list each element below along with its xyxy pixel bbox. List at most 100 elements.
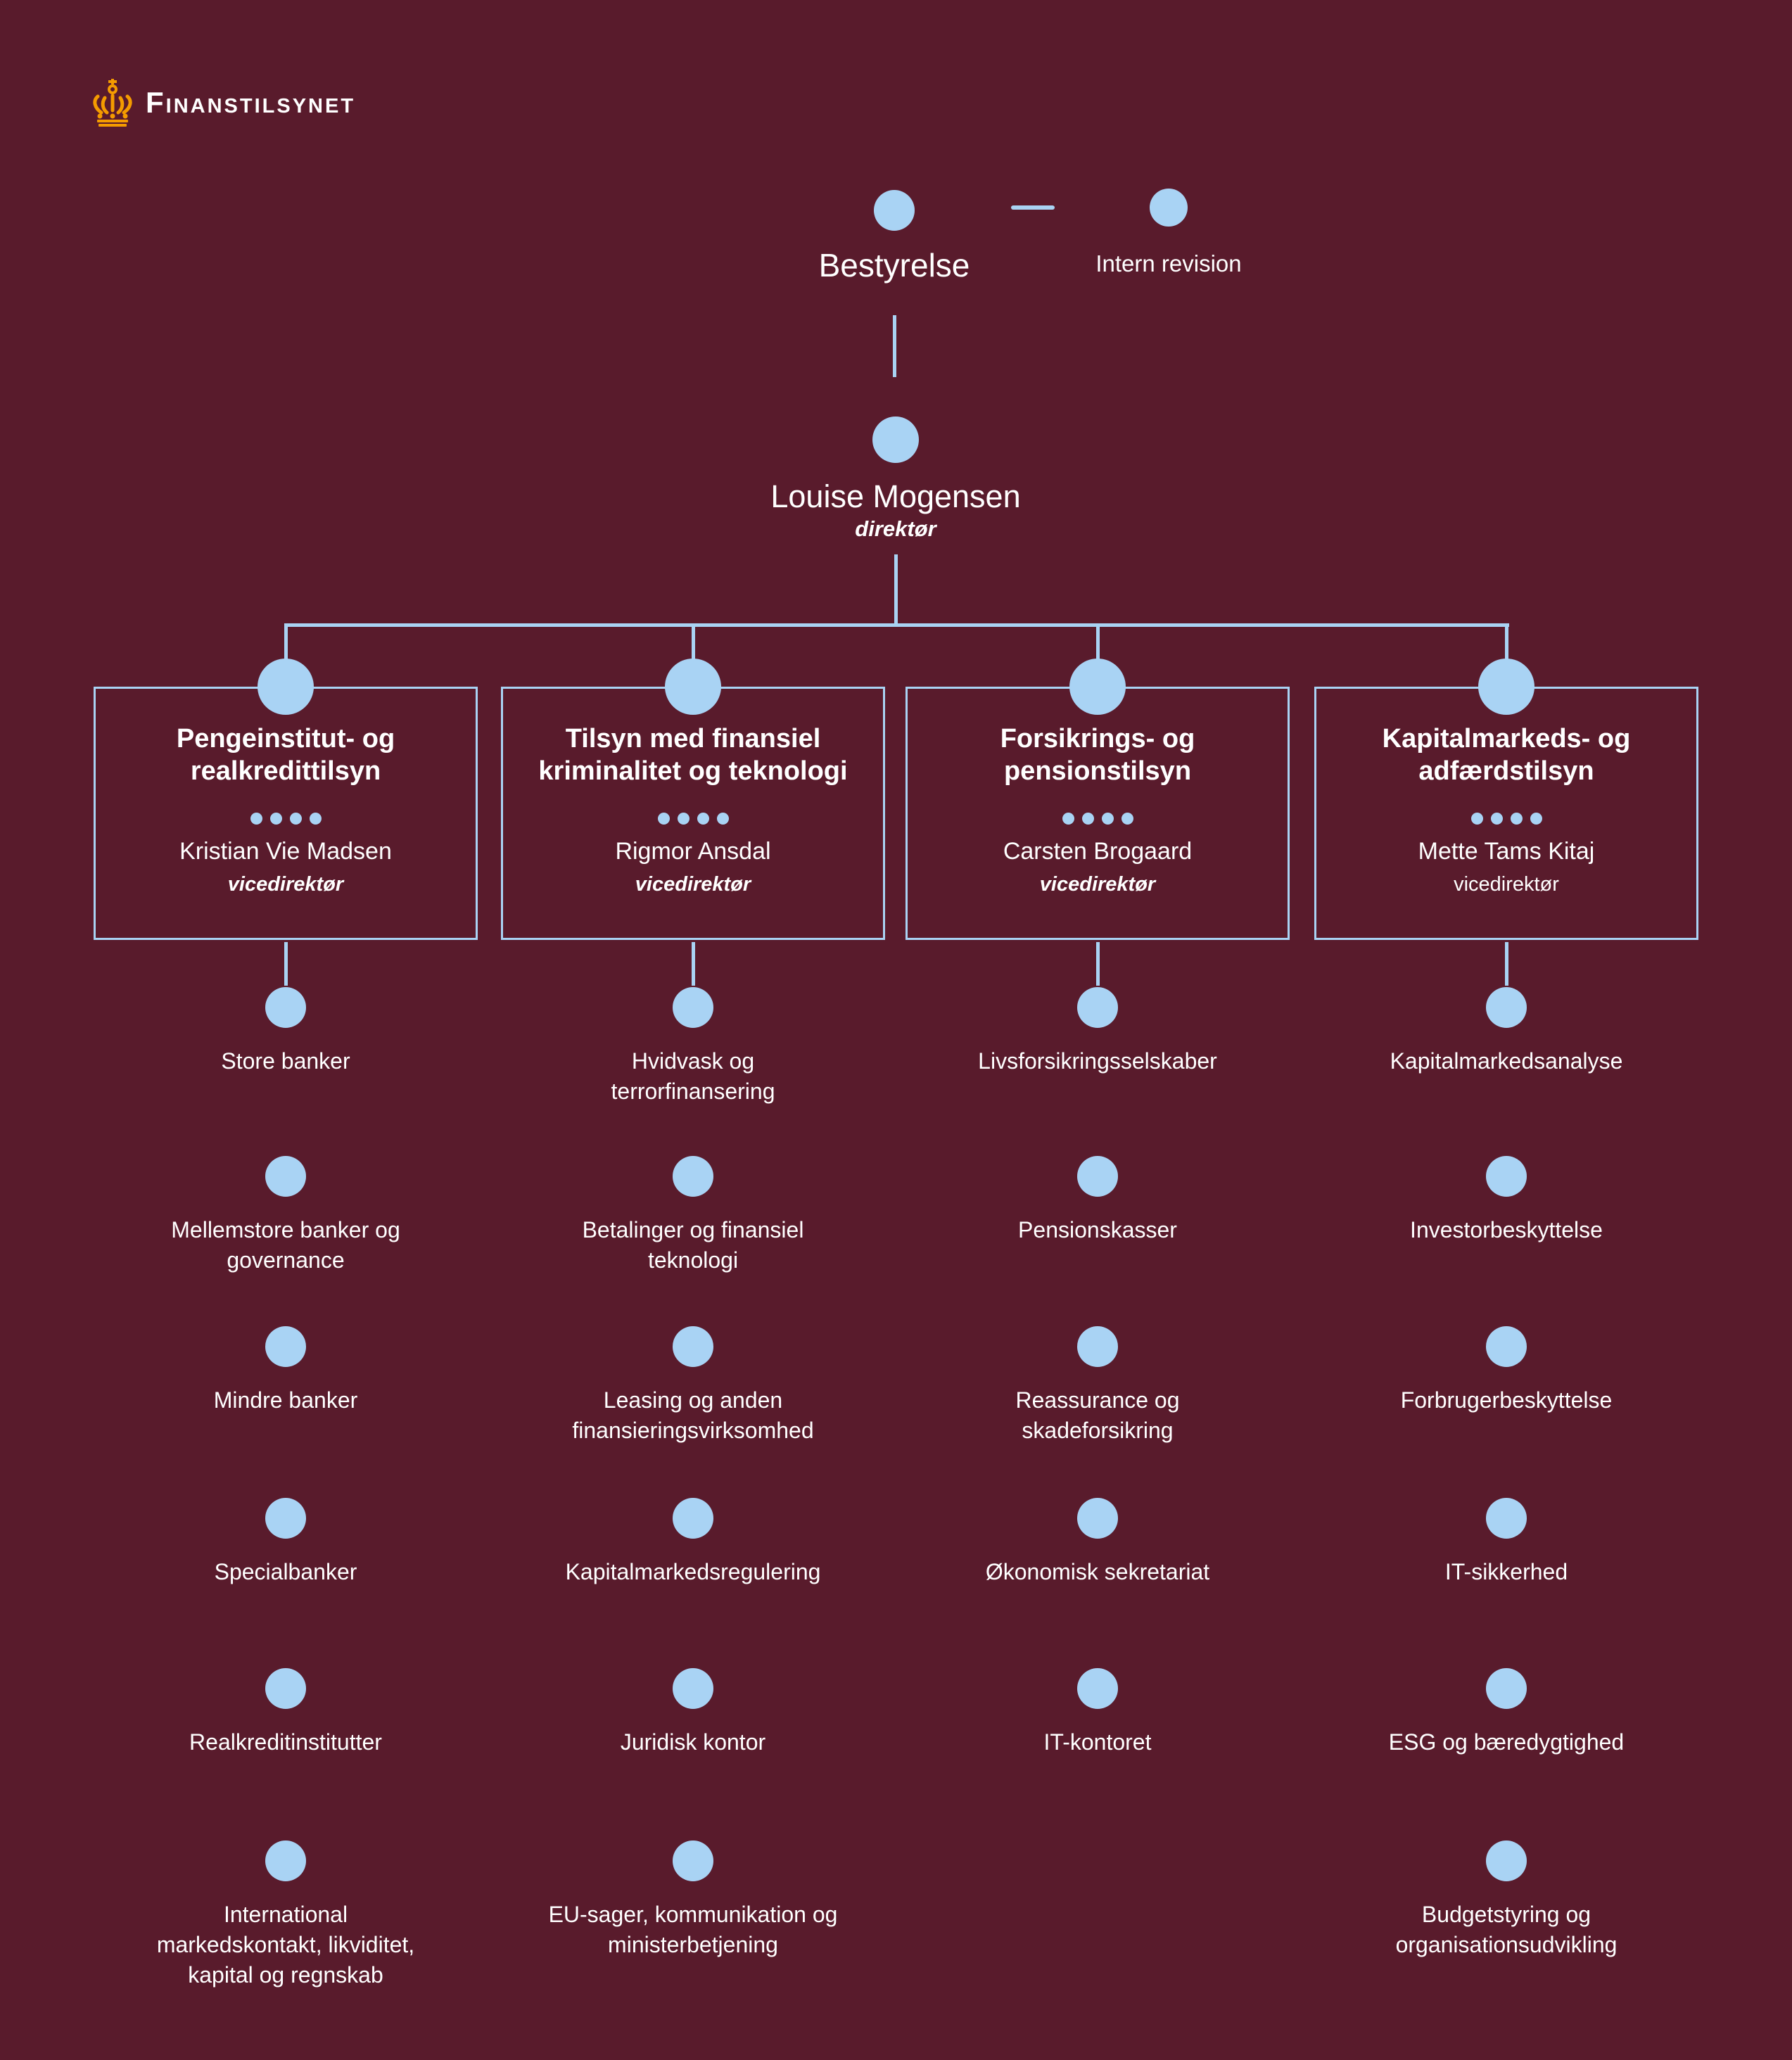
unit-label: Hvidvask og terrorfinansering <box>611 1048 775 1104</box>
unit-label: ESG og bæredygtighed <box>1388 1729 1625 1755</box>
dot-icon <box>716 813 729 825</box>
unit-label: Mindre banker <box>213 1387 358 1413</box>
connector-line <box>1011 205 1055 210</box>
unit-node-circle <box>1486 1156 1527 1197</box>
department-head-name: Carsten Brogaard <box>1003 838 1193 865</box>
unit-node-circle <box>1077 987 1118 1028</box>
department-title: Tilsyn med finansiel kriminalitet og tek… <box>538 724 848 786</box>
unit-node-circle <box>1077 1156 1118 1197</box>
dot-icon <box>657 813 670 825</box>
dots-divider <box>503 813 883 825</box>
connector-line <box>1505 623 1508 663</box>
connector-line <box>284 942 288 986</box>
unit-label: Økonomisk sekretariat <box>985 1559 1210 1584</box>
director-name: Louise Mogensen <box>770 478 1021 514</box>
dot-icon <box>289 813 302 825</box>
board-label: Bestyrelse <box>818 247 970 284</box>
internal-audit-label: Intern revision <box>1095 250 1242 276</box>
unit-node-circle <box>673 987 713 1028</box>
connector-line <box>692 623 695 663</box>
department-head-name: Rigmor Ansdal <box>615 838 771 865</box>
connector-line <box>284 623 1509 627</box>
connector-line <box>1096 942 1100 986</box>
department-node-circle <box>258 659 314 715</box>
director-node-circle <box>872 417 919 463</box>
unit-label: Store banker <box>221 1048 350 1074</box>
dots-divider <box>96 813 476 825</box>
unit-node-circle <box>1077 1668 1118 1709</box>
unit-label: Mellemstore banker og governance <box>171 1217 400 1273</box>
connector-line <box>894 554 898 625</box>
dot-icon <box>1490 813 1503 825</box>
dots-divider <box>908 813 1288 825</box>
department-node-circle <box>1478 659 1534 715</box>
dot-icon <box>309 813 322 825</box>
unit-label: Forbrugerbeskyttelse <box>1400 1387 1613 1413</box>
department-title: Kapitalmarkeds- og adfærdstilsyn <box>1382 724 1631 786</box>
unit-label: Specialbanker <box>214 1559 357 1584</box>
department-title: Forsikrings- og pensionstilsyn <box>1000 724 1195 786</box>
unit-node-circle <box>673 1156 713 1197</box>
connector-line <box>893 315 896 377</box>
dot-icon <box>1510 813 1523 825</box>
dot-icon <box>250 813 262 825</box>
connector-line <box>1096 623 1100 663</box>
unit-node-circle <box>265 1668 306 1709</box>
unit-label: IT-sikkerhed <box>1444 1559 1568 1584</box>
department-head-name: Mette Tams Kitaj <box>1418 838 1595 865</box>
dot-icon <box>677 813 690 825</box>
unit-label: Realkreditinstitutter <box>189 1729 382 1755</box>
unit-label: Juridisk kontor <box>620 1729 766 1755</box>
unit-label: Leasing og anden finansieringsvirksomhed <box>572 1387 814 1443</box>
unit-node-circle <box>265 1498 306 1539</box>
unit-node-circle <box>1486 987 1527 1028</box>
department-head-name: Kristian Vie Madsen <box>179 838 392 865</box>
dot-icon <box>1121 813 1133 825</box>
connector-line <box>692 942 695 986</box>
unit-node-circle <box>673 1840 713 1881</box>
unit-label: Kapitalmarkedsregulering <box>565 1559 821 1584</box>
dot-icon <box>697 813 709 825</box>
logo-text: Finanstilsynet <box>146 86 356 119</box>
unit-node-circle <box>1077 1326 1118 1367</box>
dot-icon <box>269 813 282 825</box>
unit-node-circle <box>1077 1498 1118 1539</box>
unit-node-circle <box>673 1668 713 1709</box>
department-box-kapitalmarked-adfaerd: Kapitalmarkeds- og adfærdstilsyn Mette T… <box>1314 659 1698 940</box>
unit-label: Budgetstyring og organisationsudvikling <box>1395 1902 1618 1957</box>
unit-node-circle <box>1486 1840 1527 1881</box>
unit-label: Livsforsikringsselskaber <box>978 1048 1217 1074</box>
connector-line <box>284 623 288 663</box>
dot-icon <box>1470 813 1483 825</box>
crown-icon <box>93 79 132 127</box>
unit-label: Reassurance og skadeforsikring <box>1015 1387 1180 1443</box>
unit-node-circle <box>1486 1498 1527 1539</box>
unit-node-circle <box>265 1840 306 1881</box>
board-node-circle <box>874 190 915 231</box>
internal-audit-node-circle <box>1150 189 1188 227</box>
dots-divider <box>1316 813 1696 825</box>
department-head-role: vicedirektør <box>1039 873 1156 896</box>
department-box-forsikring-pension: Forsikrings- og pensionstilsyn Carsten B… <box>905 659 1290 940</box>
unit-node-circle <box>673 1498 713 1539</box>
unit-label: Kapitalmarkedsanalyse <box>1390 1048 1623 1074</box>
unit-label: Betalinger og finansiel teknologi <box>582 1217 804 1273</box>
unit-label: EU-sager, kommunikation og ministerbetje… <box>548 1902 838 1957</box>
department-title: Pengeinstitut- og realkredittilsyn <box>176 724 395 786</box>
dot-icon <box>1101 813 1114 825</box>
dot-icon <box>1081 813 1094 825</box>
department-head-role: vicedirektør <box>1454 873 1559 896</box>
logo: Finanstilsynet <box>92 79 355 127</box>
unit-label: Pensionskasser <box>1018 1217 1177 1242</box>
department-head-role: vicedirektør <box>227 873 344 896</box>
unit-node-circle <box>673 1326 713 1367</box>
department-node-circle <box>665 659 721 715</box>
dot-icon <box>1062 813 1074 825</box>
dot-icon <box>1530 813 1542 825</box>
unit-node-circle <box>265 1326 306 1367</box>
connector-line <box>1505 942 1508 986</box>
department-node-circle <box>1069 659 1126 715</box>
unit-node-circle <box>265 987 306 1028</box>
unit-node-circle <box>1486 1668 1527 1709</box>
